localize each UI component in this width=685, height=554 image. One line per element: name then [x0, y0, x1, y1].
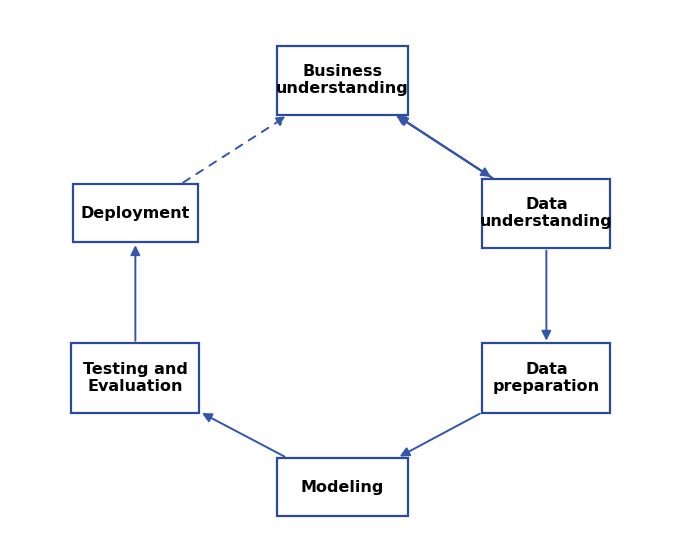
Text: Modeling: Modeling	[301, 480, 384, 495]
Text: Data
preparation: Data preparation	[493, 362, 600, 394]
FancyBboxPatch shape	[277, 45, 408, 115]
Text: Data
understanding: Data understanding	[480, 197, 612, 229]
Text: Deployment: Deployment	[81, 206, 190, 220]
FancyBboxPatch shape	[73, 184, 198, 243]
Text: Business
understanding: Business understanding	[276, 64, 409, 96]
FancyBboxPatch shape	[482, 343, 610, 413]
FancyBboxPatch shape	[277, 458, 408, 516]
FancyBboxPatch shape	[482, 178, 610, 248]
FancyBboxPatch shape	[71, 343, 199, 413]
Text: Testing and
Evaluation: Testing and Evaluation	[83, 362, 188, 394]
